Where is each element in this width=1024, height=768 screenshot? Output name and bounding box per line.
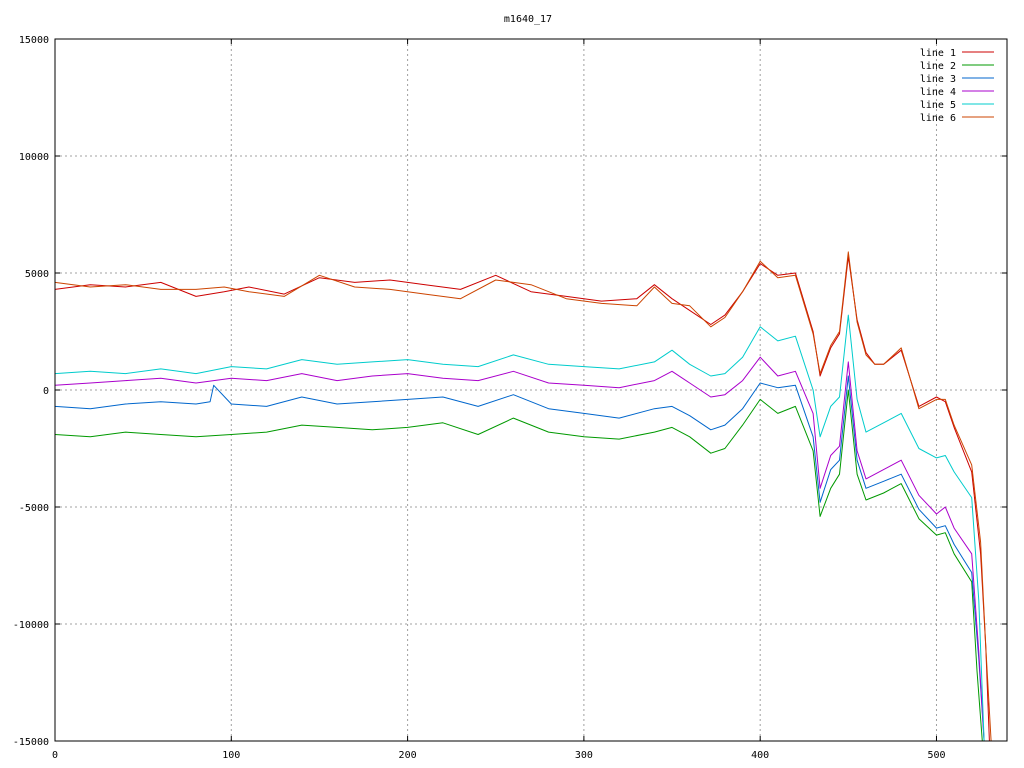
grid <box>55 39 1007 741</box>
x-tick-label: 400 <box>751 750 769 761</box>
series-line-1 <box>54 256 990 742</box>
y-tick-label: 15000 <box>19 35 49 46</box>
series-line-2 <box>54 389 983 742</box>
axis-ticks: 0 100 200 300 400 500 -15000 -10000 -5000 0 5000 10… <box>13 35 1007 761</box>
legend-label: line 4 <box>920 87 956 98</box>
legend-label: line 5 <box>920 100 956 111</box>
x-tick-label: 500 <box>927 750 945 761</box>
y-tick-label: 0 <box>43 386 49 397</box>
y-tick-label: -10000 <box>13 620 49 631</box>
x-tick-label: 200 <box>399 750 417 761</box>
legend-label: line 3 <box>920 74 956 85</box>
y-tick-label: 5000 <box>25 269 49 280</box>
x-tick-label: 100 <box>222 750 240 761</box>
series-line-6 <box>54 251 992 742</box>
series-line-5 <box>54 314 985 742</box>
plot-series <box>54 251 992 742</box>
y-tick-label: -15000 <box>13 737 49 748</box>
x-tick-label: 0 <box>52 750 58 761</box>
legend-label: line 1 <box>920 48 956 59</box>
legend-label: line 2 <box>920 61 956 72</box>
chart-title: m1640_17 <box>504 14 552 25</box>
y-tick-label: 10000 <box>19 152 49 163</box>
y-tick-label: -5000 <box>19 503 49 514</box>
series-line-4 <box>54 356 985 742</box>
legend: line 1 line 2 line 3 line 4 line 5 line 6 <box>920 48 994 124</box>
x-tick-label: 300 <box>575 750 593 761</box>
legend-label: line 6 <box>920 113 956 124</box>
series-line-3 <box>54 375 985 742</box>
